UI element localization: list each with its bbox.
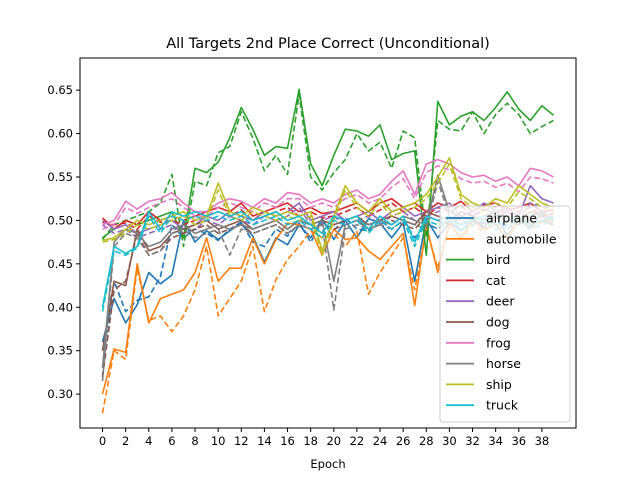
x-axis-ticks: 0 2 4 6 8 10 12 14 16 18 20 22 24 26 28 30 32 34 36 38 (99, 428, 549, 448)
x-tick-label: 4 (145, 434, 152, 448)
x-tick-label: 26 (396, 434, 411, 448)
series-line-dashed-17-dashed (102, 163, 554, 256)
series-line-dashed-19-dashed (101, 215, 554, 312)
x-tick-label: 12 (234, 434, 249, 448)
legend-label-airplane: airplane (486, 211, 537, 226)
series-line-dashed-13-dashed (102, 164, 554, 230)
x-tick-label: 30 (442, 434, 457, 448)
series-line-dashed-15-dashed (101, 180, 554, 382)
y-tick-label: 0.55 (47, 170, 73, 184)
x-tick-label: 38 (535, 434, 550, 448)
x-tick-label: 0 (99, 434, 106, 448)
y-tick-label: 0.40 (47, 300, 73, 314)
legend-label-ship: ship (486, 377, 512, 392)
plot-frame (79, 57, 577, 429)
series-line-dashed-9-dashed (102, 202, 554, 239)
x-tick-label: 36 (511, 434, 526, 448)
x-tick-label: 32 (465, 434, 480, 448)
y-tick-label: 0.35 (47, 344, 73, 358)
y-tick-label: 0.60 (47, 127, 73, 141)
x-tick-label: 14 (257, 434, 272, 448)
x-tick-label: 2 (122, 434, 129, 448)
x-tick-label: 24 (373, 434, 388, 448)
y-tick-label: 0.30 (47, 387, 73, 401)
x-tick-label: 28 (419, 434, 434, 448)
x-tick-label: 8 (191, 434, 198, 448)
legend-label-horse: horse (486, 356, 521, 371)
chart-title: All Targets 2nd Place Correct (Unconditi… (166, 36, 490, 52)
x-tick-label: 6 (168, 434, 175, 448)
legend-label-dog: dog (486, 315, 510, 330)
y-tick-label: 0.50 (47, 213, 73, 227)
x-tick-label: 18 (303, 434, 318, 448)
x-tick-label: 16 (280, 434, 295, 448)
x-tick-label: 20 (326, 434, 341, 448)
legend-label-cat: cat (486, 273, 506, 288)
legend-label-deer: deer (486, 294, 515, 309)
x-tick-label: 22 (350, 434, 365, 448)
y-tick-label: 0.65 (47, 83, 73, 97)
legend-label-truck: truck (486, 398, 519, 413)
x-tick-label: 34 (488, 434, 503, 448)
y-tick-label: 0.45 (47, 257, 73, 271)
x-axis-label: Epoch (310, 457, 345, 471)
legend-label-bird: bird (486, 252, 510, 267)
legend: airplane automobile bird cat deer dog frog hors… (439, 205, 571, 423)
legend-label-automobile: automobile (486, 231, 557, 246)
series-line-frog-solid (102, 158, 554, 226)
series-line-dashed-5-dashed (101, 93, 554, 248)
legend-label-frog: frog (486, 335, 511, 350)
x-tick-label: 10 (211, 434, 226, 448)
y-axis-ticks: 0.30 0.35 0.40 0.45 0.50 0.55 0.60 0.65 (47, 83, 80, 401)
